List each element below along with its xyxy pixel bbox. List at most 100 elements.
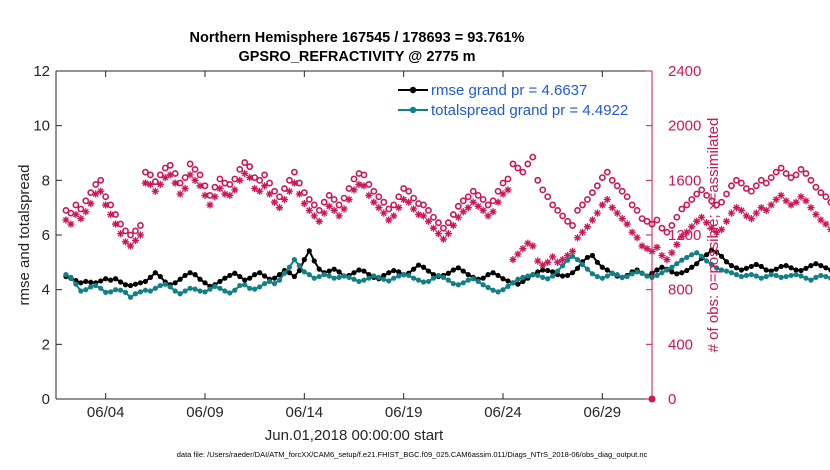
totalspread-point (321, 272, 327, 278)
rmse-point (182, 272, 188, 279)
totalspread-point (639, 270, 645, 276)
totalspread-point (93, 282, 99, 289)
rmse-point (237, 273, 243, 280)
possible-obs-point (519, 168, 527, 176)
totalspread-point (689, 252, 695, 258)
totalspread-point (510, 280, 516, 286)
rmse-point (98, 278, 104, 284)
rmse-point (584, 254, 591, 261)
assimilated-obs-point (166, 171, 174, 179)
possible-obs-point (449, 211, 457, 218)
assimilated-obs-point (698, 213, 706, 221)
totalspread-point (679, 257, 685, 263)
rmse-point (709, 247, 715, 253)
possible-obs-point (350, 175, 358, 183)
possible-obs-point (757, 176, 765, 184)
totalspread-point (475, 278, 481, 285)
totalspread-point (291, 257, 297, 263)
assimilated-obs-point (410, 205, 418, 213)
assimilated-obs-point (539, 261, 547, 269)
rmse-point (778, 263, 784, 270)
totalspread-point (763, 273, 769, 280)
assimilated-obs-point (320, 209, 328, 217)
assimilated-obs-point (395, 204, 403, 212)
possible-obs-point (211, 183, 219, 191)
assimilated-obs-point (171, 179, 179, 187)
possible-obs-point (464, 193, 472, 201)
assimilated-obs-point (226, 191, 234, 199)
rmse-point (808, 263, 814, 269)
assimilated-obs-point (782, 197, 790, 205)
totalspread-point (336, 274, 342, 280)
totalspread-point (401, 272, 407, 278)
possible-obs-point (693, 190, 701, 198)
assimilated-obs-point (434, 230, 443, 238)
totalspread-point (237, 282, 243, 289)
assimilated-obs-point (280, 195, 289, 204)
totalspread-point (227, 290, 233, 296)
totalspread-point (614, 272, 620, 278)
totalspread-point (197, 288, 203, 294)
totalspread-point (411, 275, 417, 281)
right-y-tick-label: 1200 (668, 227, 701, 244)
assimilated-obs-point (653, 243, 661, 251)
rmse-point (798, 267, 804, 274)
plot-area (56, 71, 652, 399)
totalspread-point (609, 270, 615, 276)
totalspread-point (634, 269, 640, 275)
possible-obs-point (310, 201, 318, 209)
assimilated-obs-point (136, 231, 145, 239)
assimilated-obs-point (126, 242, 135, 250)
totalspread-point (738, 273, 745, 280)
assimilated-obs-point (688, 223, 696, 231)
possible-obs-point (256, 176, 264, 184)
assimilated-obs-point (708, 224, 716, 232)
totalspread-point (306, 272, 312, 278)
assimilated-obs-point (62, 216, 70, 224)
totalspread-point (435, 272, 442, 279)
totalspread-point (326, 273, 332, 279)
rmse-point (192, 272, 198, 278)
rmse-point (306, 248, 312, 254)
assimilated-obs-point (270, 198, 279, 206)
rmse-point (262, 273, 268, 279)
totalspread-point (167, 284, 173, 290)
rmse-point (455, 265, 461, 271)
totalspread-point (594, 273, 600, 280)
rmse-point (286, 270, 293, 276)
totalspread-point (78, 288, 84, 294)
assimilated-obs-point (469, 198, 477, 206)
rmse-point (83, 278, 89, 285)
assimilated-obs-point (181, 184, 189, 193)
assimilated-obs-point (261, 182, 269, 190)
assimilated-obs-point (350, 186, 358, 194)
assimilated-obs-point (802, 197, 810, 205)
possible-obs-point (544, 193, 552, 201)
assimilated-obs-point (499, 190, 507, 198)
legend-marker-totalspread (409, 106, 417, 114)
assimilated-obs-point (563, 251, 572, 260)
totalspread-point (793, 272, 799, 278)
totalspread-point (341, 273, 347, 279)
totalspread-point (207, 286, 213, 292)
assimilated-obs-point (251, 184, 259, 193)
assimilated-obs-point (757, 204, 765, 212)
assimilated-obs-point (107, 210, 115, 219)
assimilated-obs-point (256, 187, 264, 195)
totalspread-point (122, 289, 129, 295)
totalspread-point (172, 288, 178, 294)
x-tick-label: 06/29 (584, 404, 622, 421)
assimilated-obs-point (489, 208, 497, 216)
totalspread-point (574, 257, 581, 263)
assimilated-obs-point (92, 190, 100, 198)
rmse-point (247, 275, 253, 281)
assimilated-obs-point (400, 195, 408, 204)
possible-obs-point (444, 219, 452, 227)
possible-obs-point (226, 181, 234, 188)
assimilated-obs-point (807, 204, 815, 212)
totalspread-point (415, 277, 422, 283)
rmse-point (252, 272, 258, 278)
rmse-point (301, 257, 307, 263)
assimilated-obs-point (787, 201, 795, 209)
rmse-point (271, 275, 278, 281)
